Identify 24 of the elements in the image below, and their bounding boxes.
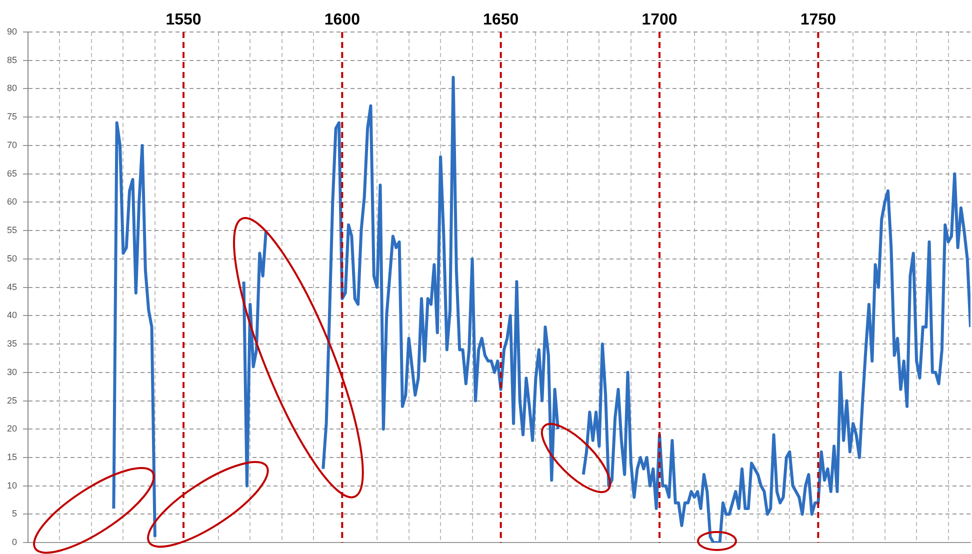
y-tick-label: 60 bbox=[6, 196, 17, 207]
y-tick-label: 55 bbox=[6, 225, 17, 236]
y-tick-label: 80 bbox=[6, 83, 17, 94]
ref-line-label: 1700 bbox=[642, 11, 678, 28]
y-tick-label: 45 bbox=[6, 282, 17, 292]
y-tick-label: 35 bbox=[6, 338, 17, 349]
y-tick-label: 10 bbox=[6, 480, 17, 490]
y-tick-label: 30 bbox=[6, 366, 17, 377]
y-tick-label: 90 bbox=[6, 26, 17, 36]
y-tick-label: 15 bbox=[6, 452, 17, 462]
y-tick-label: 5 bbox=[12, 508, 17, 519]
ref-line-label: 1600 bbox=[324, 11, 360, 28]
y-tick-label: 75 bbox=[6, 112, 17, 122]
y-tick-label: 40 bbox=[6, 310, 17, 320]
y-tick-label: 0 bbox=[12, 537, 17, 548]
y-tick-label: 20 bbox=[6, 424, 17, 434]
y-tick-label: 50 bbox=[6, 253, 17, 264]
ref-line-label: 1550 bbox=[166, 11, 202, 28]
y-tick-label: 65 bbox=[6, 168, 17, 178]
y-tick-label: 70 bbox=[6, 140, 17, 150]
ref-line-label: 1650 bbox=[483, 11, 519, 28]
ref-line-label: 1750 bbox=[800, 11, 836, 28]
y-tick-label: 85 bbox=[6, 54, 17, 65]
y-tick-label: 25 bbox=[6, 395, 17, 406]
